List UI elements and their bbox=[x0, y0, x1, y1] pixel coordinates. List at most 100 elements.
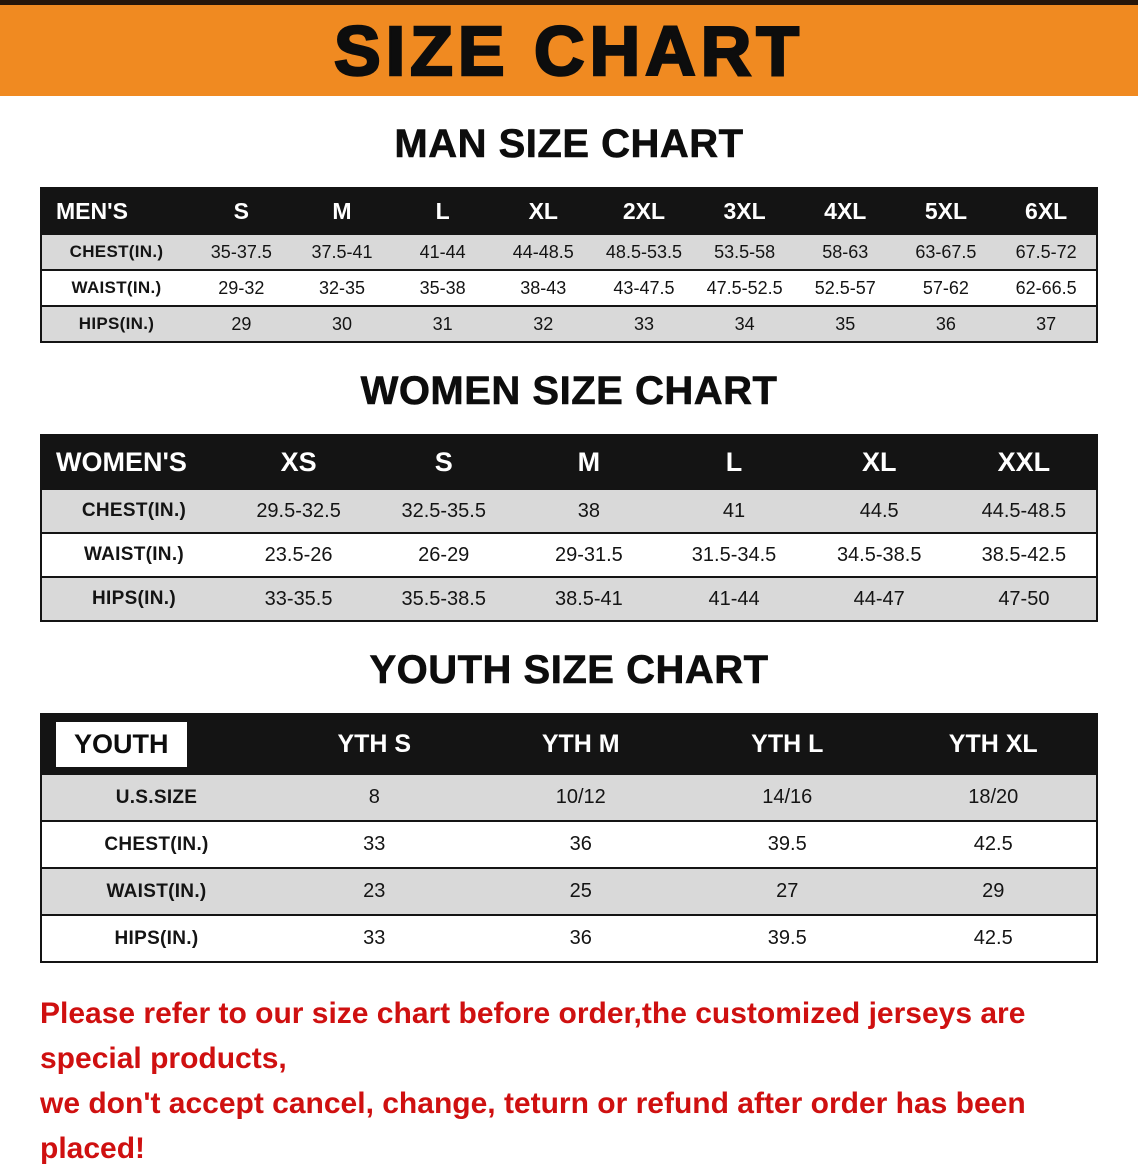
size-chart-banner: SIZE CHART bbox=[0, 0, 1138, 96]
row-label: WAIST(IN.) bbox=[83, 544, 185, 565]
size-cell: 39.5 bbox=[767, 927, 807, 949]
size-column-header: 5XL bbox=[895, 188, 997, 234]
banner-title: SIZE CHART bbox=[333, 11, 804, 90]
size-column-header: L bbox=[392, 188, 493, 234]
size-cell: 27 bbox=[776, 880, 799, 902]
size-cell: 34.5-38.5 bbox=[836, 543, 922, 566]
size-cell: 35 bbox=[835, 313, 856, 334]
size-cell: 29 bbox=[982, 880, 1005, 902]
size-cell: 23 bbox=[363, 880, 386, 902]
size-cell: 47-50 bbox=[998, 587, 1050, 610]
size-cell: 42.5 bbox=[973, 927, 1013, 949]
size-cell: 36 bbox=[569, 833, 592, 855]
youth-section: YOUTH SIZE CHART YOUTH YTH S YTH M YTH L YTH… bbox=[0, 648, 1138, 963]
row-label: WAIST(IN.) bbox=[106, 880, 207, 902]
size-cell: 32-35 bbox=[318, 277, 365, 298]
size-cell: 29-32 bbox=[218, 277, 265, 298]
size-cell: 32.5-35.5 bbox=[401, 499, 486, 522]
size-table-header-row: YOUTH YTH S YTH M YTH L YTH XL bbox=[41, 714, 1097, 774]
size-cell: 35.5-38.5 bbox=[401, 587, 486, 610]
men-size-table: MEN'S S M L XL 2XL 3XL 4XL 5XL 6XL CHEST(IN.) 35-37… bbox=[40, 187, 1098, 343]
size-cell: 32 bbox=[533, 313, 554, 334]
size-cell: 44.5 bbox=[859, 499, 899, 522]
size-cell: 33 bbox=[363, 833, 386, 855]
size-column-header: YTH S bbox=[271, 714, 478, 774]
size-cell: 37.5-41 bbox=[311, 241, 373, 262]
size-column-header: YTH L bbox=[684, 714, 891, 774]
women-size-table: WOMEN'S XS S M L XL XXL CHEST(IN.) 29.5-32.5 32.5… bbox=[40, 434, 1098, 622]
size-cell: 44-48.5 bbox=[512, 241, 574, 262]
size-cell: 10/12 bbox=[555, 786, 606, 808]
size-column-header: L bbox=[661, 435, 807, 489]
size-column-header: S bbox=[371, 435, 517, 489]
size-cell: 35-37.5 bbox=[210, 241, 272, 262]
size-cell: 57-62 bbox=[922, 277, 969, 298]
size-column-header: YTH M bbox=[477, 714, 684, 774]
size-column-header: S bbox=[191, 188, 292, 234]
size-cell: 39.5 bbox=[767, 833, 807, 855]
size-cell: 42.5 bbox=[973, 833, 1013, 855]
table-row: CHEST(IN.) 33 36 39.5 42.5 bbox=[41, 821, 1097, 868]
size-cell: 34 bbox=[734, 313, 755, 334]
size-cell: 62-66.5 bbox=[1015, 277, 1077, 298]
women-section-heading: WOMEN SIZE CHART bbox=[360, 369, 778, 414]
size-cell: 41-44 bbox=[419, 241, 466, 262]
size-column-header: XS bbox=[226, 435, 372, 489]
footer-line-1: Please refer to our size chart before or… bbox=[40, 997, 1026, 1075]
size-cell: 38.5-42.5 bbox=[981, 543, 1067, 566]
size-column-header: M bbox=[516, 435, 662, 489]
youth-section-heading: YOUTH SIZE CHART bbox=[369, 648, 769, 693]
table-corner-label: YOUTH bbox=[41, 714, 271, 774]
row-label: HIPS(IN.) bbox=[92, 588, 176, 609]
table-row: CHEST(IN.) 29.5-32.5 32.5-35.5 38 41 44.5 44.5… bbox=[41, 489, 1097, 533]
size-cell: 14/16 bbox=[762, 786, 813, 808]
size-cell: 35-38 bbox=[419, 277, 466, 298]
size-table-header-row: MEN'S S M L XL 2XL 3XL 4XL 5XL 6XL bbox=[41, 188, 1097, 234]
size-cell: 38 bbox=[577, 499, 601, 522]
size-cell: 44.5-48.5 bbox=[981, 499, 1067, 522]
table-row: HIPS(IN.) 33 36 39.5 42.5 bbox=[41, 915, 1097, 962]
row-label: CHEST(IN.) bbox=[69, 242, 164, 261]
size-cell: 36 bbox=[569, 927, 592, 949]
size-cell: 58-63 bbox=[822, 241, 869, 262]
size-column-header: XXL bbox=[951, 435, 1097, 489]
size-cell: 30 bbox=[331, 313, 352, 334]
size-cell: 36 bbox=[935, 313, 956, 334]
size-column-header: 3XL bbox=[694, 188, 795, 234]
size-cell: 8 bbox=[368, 786, 380, 808]
table-corner-label: WOMEN'S bbox=[41, 435, 226, 489]
size-cell: 23.5-26 bbox=[264, 543, 333, 566]
row-label: WAIST(IN.) bbox=[71, 278, 162, 297]
footer-line-2: we don't accept cancel, change, teturn o… bbox=[40, 1087, 1026, 1165]
size-column-header: XL bbox=[492, 188, 594, 234]
table-row: WAIST(IN.) 23.5-26 26-29 29-31.5 31.5-34.5 34… bbox=[41, 533, 1097, 577]
size-cell: 48.5-53.5 bbox=[605, 241, 682, 262]
table-corner-label-box: YOUTH bbox=[56, 721, 187, 767]
table-row: HIPS(IN.) 29 30 31 32 33 34 35 36 37 bbox=[41, 306, 1097, 342]
size-cell: 67.5-72 bbox=[1015, 241, 1077, 262]
size-cell: 29.5-32.5 bbox=[256, 499, 341, 522]
size-cell: 53.5-58 bbox=[714, 241, 776, 262]
size-cell: 38-43 bbox=[520, 277, 567, 298]
size-column-header: 4XL bbox=[794, 188, 896, 234]
size-column-header: 6XL bbox=[996, 188, 1097, 234]
size-column-header: M bbox=[291, 188, 393, 234]
size-cell: 18/20 bbox=[968, 786, 1019, 808]
size-cell: 33 bbox=[363, 927, 386, 949]
size-cell: 31.5-34.5 bbox=[691, 543, 777, 566]
size-cell: 38.5-41 bbox=[554, 587, 623, 610]
size-column-header: 2XL bbox=[593, 188, 695, 234]
table-row: CHEST(IN.) 35-37.5 37.5-41 41-44 44-48.5 48.5… bbox=[41, 234, 1097, 270]
size-cell: 31 bbox=[432, 313, 453, 334]
size-cell: 63-67.5 bbox=[915, 241, 977, 262]
size-cell: 26-29 bbox=[418, 543, 470, 566]
table-corner-label: MEN'S bbox=[41, 188, 191, 234]
row-label: U.S.SIZE bbox=[115, 786, 198, 808]
men-section: MAN SIZE CHART MEN'S S M L XL 2XL 3XL 4XL 5XL 6XL… bbox=[0, 122, 1138, 343]
size-cell: 33-35.5 bbox=[264, 587, 333, 610]
row-label: CHEST(IN.) bbox=[104, 833, 209, 855]
size-cell: 43-47.5 bbox=[613, 277, 675, 298]
youth-size-table: YOUTH YTH S YTH M YTH L YTH XL U.S.SIZE 8 10/12… bbox=[40, 713, 1098, 963]
size-cell: 52.5-57 bbox=[814, 277, 876, 298]
row-label: HIPS(IN.) bbox=[114, 927, 199, 949]
